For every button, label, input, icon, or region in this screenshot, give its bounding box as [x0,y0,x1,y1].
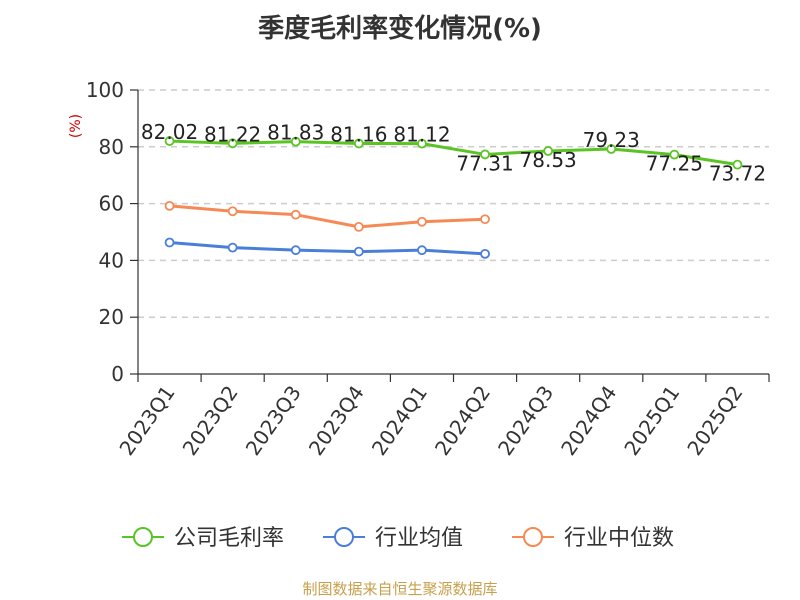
data-point [290,136,301,147]
data-point [164,200,175,211]
legend-marker [133,527,153,547]
y-tick-label: 0 [111,362,124,386]
data-point [606,144,617,154]
data-point [669,149,680,160]
data-label: 81.22 [204,122,261,146]
data-label: 82.02 [141,120,198,144]
data-point [290,209,301,220]
x-tick-label: 2024Q1 [367,381,432,460]
legend-label: 公司毛利率 [174,526,284,551]
x-tick-label: 2024Q3 [493,381,558,460]
x-tick-label: 2025Q1 [619,381,684,460]
data-point [290,245,301,256]
data-label: 77.31 [456,151,513,175]
data-label: 79.23 [583,128,640,152]
data-point [480,149,490,160]
y-tick-label: 40 [99,248,124,272]
data-label: 73.72 [709,162,766,186]
data-point [227,206,238,217]
legend: 公司毛利率 行业均值 行业中位数 [122,526,674,551]
series-group [164,136,743,259]
x-tick-label: 2025Q2 [682,381,747,460]
x-tick-label: 2023Q3 [241,381,306,460]
data-point [417,245,427,256]
data-point [164,136,175,146]
y-tick-label: 60 [99,192,124,216]
data-point [417,216,427,227]
data-point [353,246,364,257]
y-axis-label: (%) [68,114,84,138]
data-point [164,237,175,248]
data-label: 78.53 [520,148,577,172]
y-tick-label: 20 [99,305,124,329]
data-point [227,242,238,253]
data-label: 81.83 [267,121,324,145]
data-label: 81.12 [393,123,450,147]
series-line [169,139,738,167]
data-point [480,248,490,259]
chart-title: 季度毛利率变化情况(%) [258,14,542,44]
legend-label: 行业中位数 [564,526,674,551]
data-label: 77.25 [646,152,703,176]
data-point [227,138,238,149]
legend-label: 行业均值 [375,526,463,551]
data-point [353,138,364,149]
legend-marker [523,527,543,547]
x-tick-label: 2023Q2 [178,381,243,460]
legend-marker [334,527,354,547]
data-point [417,138,427,149]
series-line [169,204,486,229]
x-tick-label: 2023Q1 [114,381,179,460]
data-label: 81.16 [330,123,387,147]
x-tick-label: 2024Q4 [556,381,621,460]
data-point [480,214,490,225]
data-point [543,146,554,156]
x-tick-label: 2023Q4 [304,381,369,460]
series-line [169,241,486,256]
y-tick-label: 80 [99,135,124,159]
source-note: 制图数据来自恒生聚源数据库 [302,580,498,598]
data-point [732,159,743,170]
y-tick-label: 100 [86,78,124,102]
x-tick-label: 2024Q2 [430,381,495,460]
data-point [353,221,364,232]
